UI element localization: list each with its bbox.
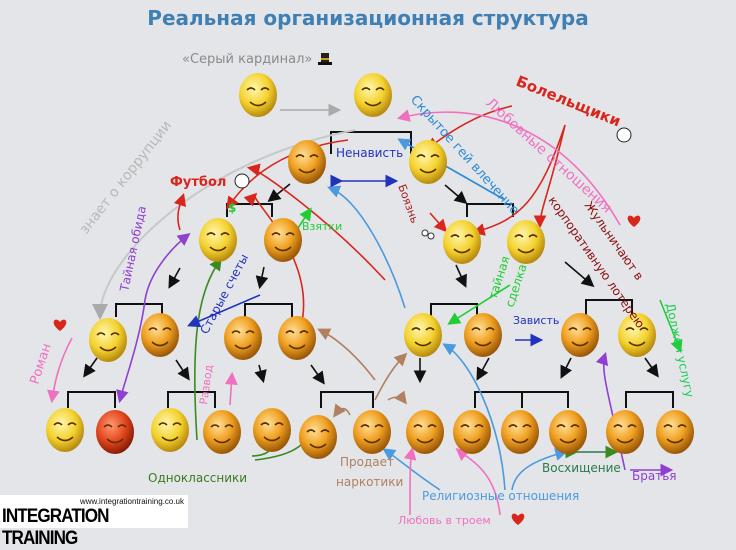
smiley-face-icon (96, 410, 134, 454)
smiley-face-icon (264, 218, 302, 262)
smiley-face-icon (278, 316, 316, 360)
top-hat-icon (318, 53, 332, 65)
label-grey-cardinal: «Серый кардинал» (182, 52, 312, 67)
label-romance: Роман (28, 342, 55, 387)
smiley-face-icon (656, 410, 694, 454)
smiley-face-icon (354, 73, 392, 117)
label-divorce: Развод (197, 364, 216, 406)
smiley-face-icon (561, 313, 599, 357)
logo-brand: INTEGRATION TRAINING (2, 506, 110, 549)
smiley-face-icon (406, 410, 444, 454)
smiley-face-icon (299, 415, 337, 459)
smiley-face-icon (453, 410, 491, 454)
label-dollar: $ (228, 201, 236, 215)
logo-url: www.integrationtraining.co.uk (79, 497, 184, 506)
heart-icon (627, 215, 641, 227)
smiley-face-icon (151, 408, 189, 452)
soccer-ball-icon (234, 173, 250, 189)
relation-labels: «Серый кардинал» Болельщики Любовные отн… (28, 52, 697, 527)
label-admiration: Восхищение (542, 461, 621, 475)
label-hatred: Ненависть (336, 146, 403, 160)
smiley-face-icon (253, 408, 291, 452)
smiley-face-icon (404, 313, 442, 357)
heart-icon (53, 319, 67, 331)
soccer-ball-icon (616, 127, 632, 143)
smiley-face-icon (141, 313, 179, 357)
label-secret-grudge: Тайная обида (117, 205, 149, 294)
label-bribes: Взятки (302, 220, 342, 233)
org-diagram: «Серый кардинал» Болельщики Любовные отн… (28, 52, 697, 527)
smiley-face-icon (199, 218, 237, 262)
page-title: Реальная организационная структура (147, 6, 589, 30)
smiley-face-icon (501, 410, 539, 454)
smiley-face-icon (507, 220, 545, 264)
heart-icon (511, 513, 525, 525)
faces-group (46, 73, 694, 459)
label-brothers: Братья (632, 469, 676, 483)
label-envy: Зависть (513, 314, 559, 327)
hierarchy-arrows (83, 183, 659, 385)
smiley-face-icon (46, 408, 84, 452)
label-drugs-1: Продает (340, 455, 394, 469)
smiley-face-icon (224, 316, 262, 360)
label-religious: Религиозные отношения (422, 489, 579, 503)
smiley-face-icon (549, 410, 587, 454)
smiley-face-icon (288, 140, 326, 184)
label-football: Футбол (170, 175, 226, 190)
smiley-face-icon (606, 410, 644, 454)
smiley-face-icon (618, 313, 656, 357)
smiley-face-icon (239, 73, 277, 117)
smiley-face-icon (409, 140, 447, 184)
label-drugs-2: наркотики (336, 475, 403, 489)
label-fans: Болельщики (514, 72, 624, 130)
smiley-face-icon (464, 313, 502, 357)
smiley-face-icon (89, 318, 127, 362)
eyes-icon (421, 229, 435, 240)
label-fear: Боязнь (395, 183, 421, 225)
smiley-face-icon (443, 220, 481, 264)
label-owes-favor: Должен услугу (663, 302, 697, 399)
label-cheat-1: Жульничают в (582, 199, 647, 283)
integration-training-logo: www.integrationtraining.co.uk INTEGRATIO… (0, 495, 188, 549)
label-knows-corruption: знает о коррупции (77, 118, 175, 238)
label-classmates: Одноклассники (148, 471, 247, 485)
smiley-face-icon (203, 410, 241, 454)
label-threesome: Любовь в троем (398, 514, 491, 527)
smiley-face-icon (353, 410, 391, 454)
